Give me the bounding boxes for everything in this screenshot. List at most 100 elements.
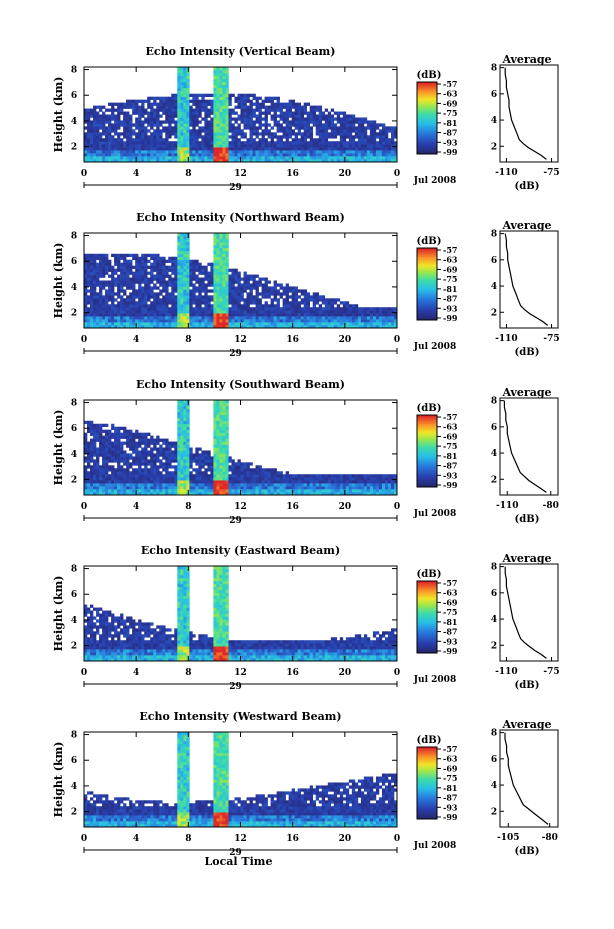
heatmap-cell — [189, 474, 193, 478]
heatmap-cell — [222, 477, 226, 481]
heatmap-cell — [186, 120, 190, 124]
heatmap-cell — [363, 477, 368, 481]
heatmap-cell — [141, 159, 145, 163]
heatmap-cell — [282, 486, 286, 490]
heatmap-cell — [216, 319, 220, 323]
heatmap-cell — [261, 486, 265, 490]
heatmap-cell — [102, 126, 106, 130]
heatmap-cell — [147, 102, 151, 106]
heatmap-cell — [111, 268, 115, 272]
heatmap-cell — [87, 129, 91, 133]
heatmap-cell — [147, 286, 151, 290]
heatmap-cell — [342, 480, 347, 484]
heatmap-cell — [186, 111, 190, 115]
heatmap-cell — [246, 465, 250, 469]
heatmap-cell — [321, 129, 326, 133]
heatmap-cell — [321, 144, 326, 148]
heatmap-cell — [162, 295, 166, 299]
heatmap-cell — [294, 477, 298, 481]
heatmap-cell — [246, 316, 250, 320]
heatmap-cell — [324, 126, 329, 130]
heatmap-cell — [84, 114, 88, 118]
heatmap-cell — [258, 150, 262, 154]
heatmap-cell — [117, 262, 121, 266]
heatmap-cell — [291, 99, 295, 103]
heatmap-cell — [258, 159, 262, 163]
heatmap-cell — [99, 486, 103, 490]
heatmap-cell — [129, 474, 133, 478]
heatmap-cell — [318, 313, 323, 317]
heatmap-cell — [87, 316, 91, 320]
heatmap-cell — [288, 307, 292, 311]
heatmap-cell — [168, 274, 172, 278]
heatmap-cell — [159, 316, 163, 320]
heatmap-cell — [351, 474, 356, 478]
heatmap-cell — [345, 123, 350, 127]
heatmap-cell — [84, 132, 88, 136]
heatmap-cell — [105, 316, 109, 320]
heatmap-cell — [258, 304, 262, 308]
heatmap-cell — [153, 283, 157, 287]
heatmap-cell — [171, 286, 175, 290]
avg-x-tick-label: -75 — [543, 334, 559, 344]
heatmap-cell — [234, 144, 238, 148]
heatmap-cell — [198, 114, 202, 118]
heatmap-cell — [105, 108, 109, 112]
heatmap-cell — [213, 159, 217, 163]
heatmap-cell — [366, 483, 371, 487]
heatmap-cell — [285, 301, 289, 305]
y-tick-label: 2 — [71, 309, 77, 319]
heatmap-cell — [243, 108, 247, 112]
heatmap-cell — [294, 492, 298, 496]
heatmap-cell — [327, 114, 332, 118]
heatmap-cell — [231, 474, 235, 478]
heatmap-cell — [135, 274, 139, 278]
heatmap-cell — [150, 474, 154, 478]
heatmap-cell — [129, 456, 133, 460]
heatmap-cell — [180, 271, 184, 275]
heatmap-cell — [141, 322, 145, 326]
heatmap-cell — [222, 319, 226, 323]
heatmap-cell — [147, 111, 151, 115]
heatmap-cell — [270, 102, 274, 106]
heatmap-cell — [381, 319, 386, 323]
heatmap-cell — [213, 144, 217, 148]
heatmap-cell — [390, 480, 395, 484]
heatmap-cell — [294, 150, 298, 154]
heatmap-cell — [117, 141, 121, 145]
heatmap-cell — [216, 129, 220, 133]
heatmap-cell — [123, 456, 127, 460]
heatmap-cell — [105, 117, 109, 121]
heatmap-cell — [168, 96, 172, 100]
heatmap-cell — [219, 316, 223, 320]
heatmap-cell — [165, 117, 169, 121]
heatmap-cell — [261, 316, 265, 320]
heatmap-cell — [177, 316, 181, 320]
heatmap-cell — [213, 114, 217, 118]
heatmap-cell — [324, 108, 329, 112]
heatmap-cell — [171, 465, 175, 469]
heatmap-cell — [237, 280, 241, 284]
heatmap-cell — [120, 316, 124, 320]
heatmap-cell — [195, 111, 199, 115]
heatmap-cell — [174, 310, 178, 314]
heatmap-cell — [255, 298, 259, 302]
heatmap-cell — [126, 474, 130, 478]
heatmap-cell — [222, 271, 226, 275]
heatmap-cell — [324, 298, 329, 302]
heatmap-cell — [321, 126, 326, 130]
heatmap-cell — [369, 129, 374, 133]
heatmap-cell — [162, 108, 166, 112]
heatmap-cell — [375, 144, 380, 148]
heatmap-cell — [246, 144, 250, 148]
heatmap-cell — [246, 471, 250, 475]
heatmap-cell — [309, 319, 314, 323]
heatmap-cell — [297, 126, 301, 130]
heatmap-cell — [147, 319, 151, 323]
heatmap-cell — [291, 474, 295, 478]
heatmap-cell — [153, 253, 157, 258]
heatmap-cell — [135, 310, 139, 314]
heatmap-cell — [225, 280, 229, 284]
heatmap-cell — [321, 153, 326, 157]
heatmap-cell — [186, 286, 190, 290]
